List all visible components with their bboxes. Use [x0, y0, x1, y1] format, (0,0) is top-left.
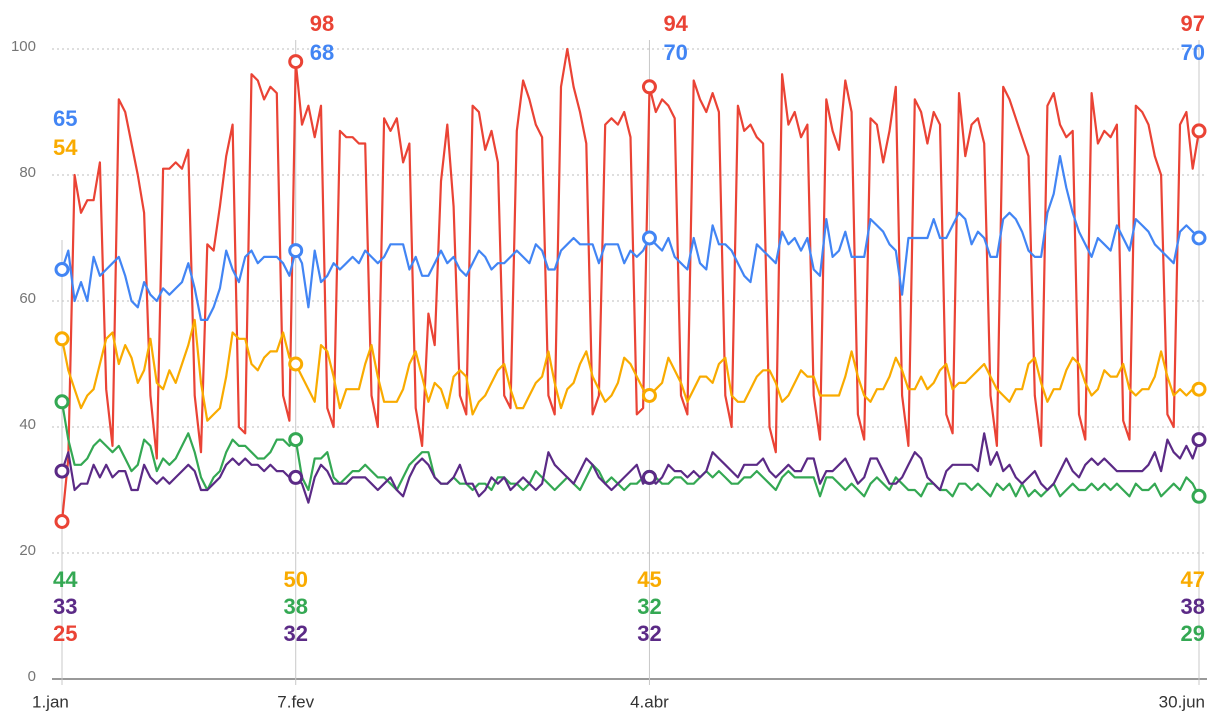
- point-marker: [54, 463, 70, 479]
- annotation-label: 32: [637, 594, 661, 619]
- point-marker: [288, 432, 304, 448]
- annotation-label: 38: [283, 594, 307, 619]
- x-tick-label: 30.jun: [1159, 692, 1205, 711]
- point-marker: [54, 514, 70, 529]
- line-series: [60, 47, 1201, 522]
- annotation-label: 32: [283, 621, 307, 646]
- x-tick-label: 7.fev: [277, 692, 314, 711]
- x-tick-label: 1.jan: [32, 692, 69, 711]
- line-series: [60, 432, 1201, 504]
- point-marker: [641, 230, 657, 246]
- annotation-label: 38: [1181, 594, 1205, 619]
- point-marker: [288, 54, 304, 70]
- point-marker: [1191, 381, 1207, 397]
- point-marker: [1191, 488, 1207, 504]
- y-tick-label: 20: [19, 542, 36, 559]
- annotation-label: 70: [1181, 40, 1205, 65]
- annotation-label: 32: [637, 621, 661, 646]
- x-tick-label: 4.abr: [630, 692, 669, 711]
- point-marker: [288, 356, 304, 372]
- point-marker: [1191, 230, 1207, 246]
- annotation-label: 44: [53, 567, 78, 592]
- y-tick-label: 60: [19, 290, 36, 307]
- y-tick-label: 100: [11, 38, 36, 55]
- annotation-label: 65: [53, 106, 77, 131]
- point-marker: [641, 388, 657, 403]
- point-marker: [288, 469, 304, 485]
- point-marker: [641, 469, 657, 485]
- annotation-label: 47: [1181, 567, 1205, 592]
- point-marker: [54, 394, 70, 410]
- annotation-label: 50: [283, 567, 307, 592]
- line-series: [60, 318, 1199, 422]
- annotation-label: 94: [663, 11, 688, 36]
- point-marker: [288, 243, 304, 259]
- point-marker: [54, 262, 70, 277]
- point-marker: [1191, 432, 1207, 448]
- annotation-label: 25: [53, 621, 77, 646]
- y-tick-label: 80: [19, 164, 36, 181]
- annotation-label: 33: [53, 594, 77, 619]
- annotation-label: 97: [1181, 11, 1205, 36]
- annotation-label: 98: [310, 11, 334, 36]
- line-series: [60, 155, 1200, 321]
- annotation-label: 29: [1181, 621, 1205, 646]
- point-marker: [54, 331, 70, 347]
- annotation-label: 68: [310, 40, 334, 65]
- annotation-label: 70: [663, 40, 687, 65]
- y-tick-label: 40: [19, 416, 36, 433]
- point-marker: [1191, 123, 1207, 139]
- point-marker: [641, 79, 657, 95]
- line-series: [60, 401, 1200, 498]
- annotation-label: 45: [637, 567, 661, 592]
- annotation-label: 54: [53, 135, 78, 160]
- y-tick-label: 0: [28, 668, 36, 685]
